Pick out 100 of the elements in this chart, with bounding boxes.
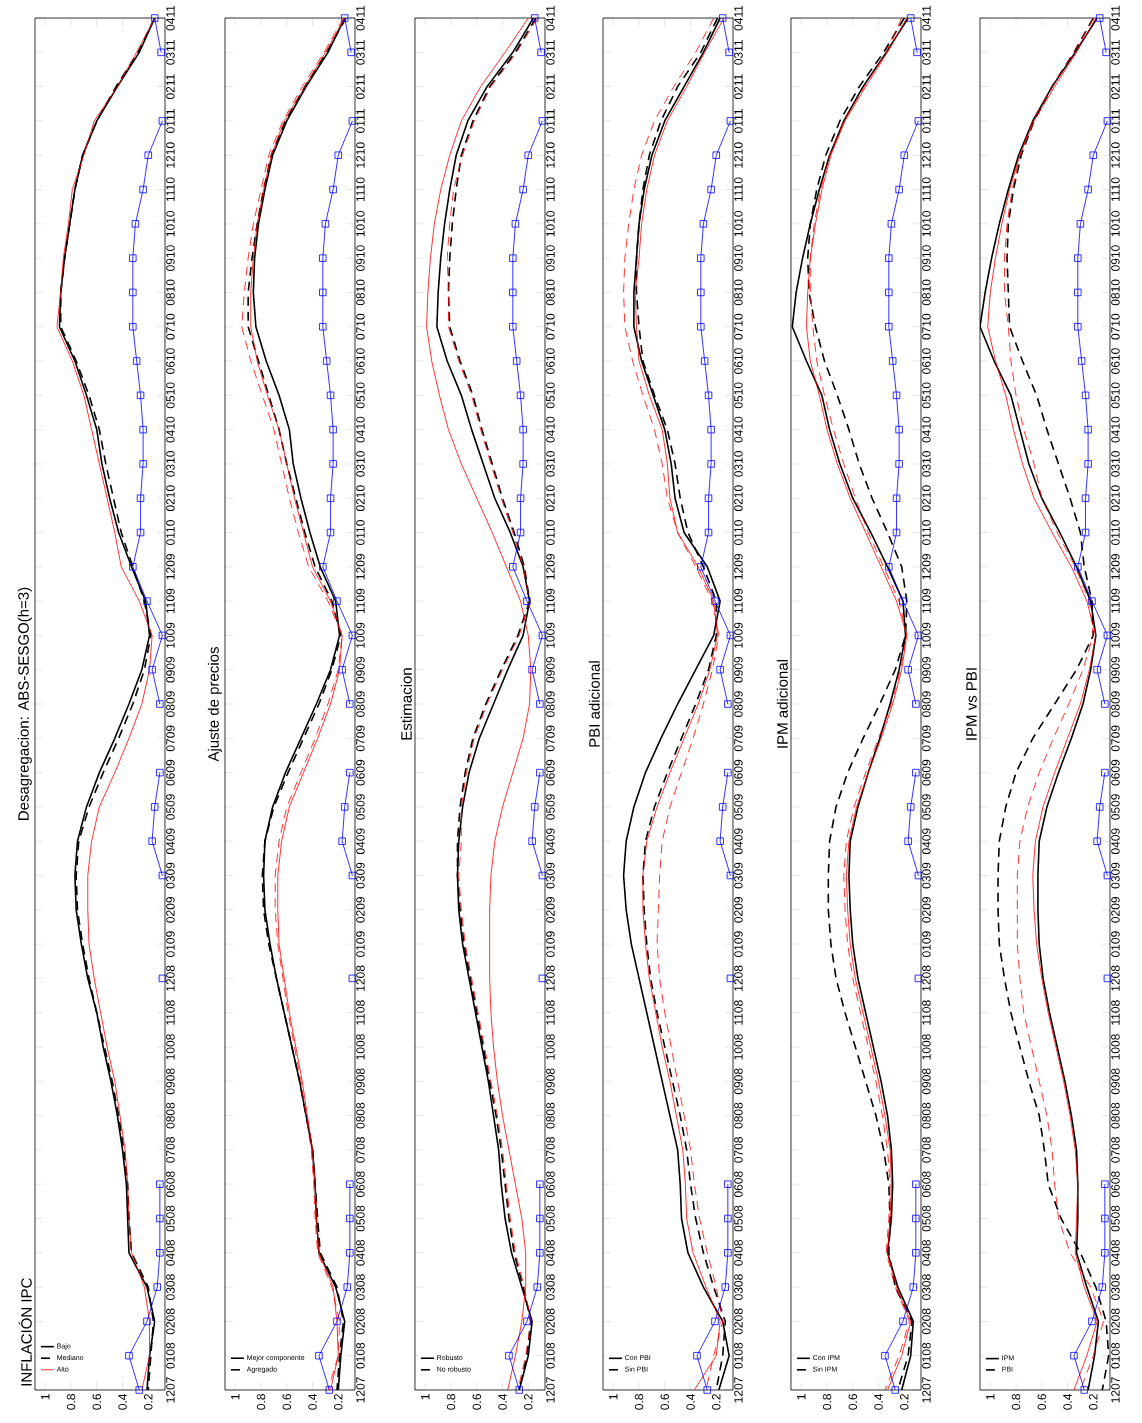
y-tick-label: 1209 — [922, 554, 931, 580]
y-tick-label: 0109 — [166, 931, 175, 957]
y-tick-label: 0810 — [922, 279, 931, 306]
point — [912, 1180, 920, 1188]
y-tick-label: 0808 — [922, 1102, 931, 1129]
x-tick-label: 0.8 — [256, 1394, 266, 1410]
y-tick-label: 0509 — [734, 794, 743, 820]
x-tick-label: 0.2 — [712, 1394, 721, 1410]
point — [129, 563, 137, 571]
point — [536, 768, 544, 777]
y-tick-label: 0910 — [922, 245, 931, 272]
y-tick-label: 0708 — [546, 1137, 555, 1163]
x-tick-label: 1 — [609, 1394, 618, 1400]
y-tick-label: 1010 — [734, 210, 743, 237]
point — [904, 837, 912, 845]
y-tick-label: 0209 — [356, 897, 365, 923]
text: Estimacion — [400, 668, 412, 740]
x-tick-label: 0.6 — [472, 1394, 482, 1410]
x-tick-label: 0.2 — [144, 1394, 153, 1410]
point — [719, 14, 727, 22]
y-tick-label: 1109 — [356, 588, 365, 614]
y-tick-label: 0710 — [734, 313, 743, 340]
point — [153, 1283, 161, 1291]
y-tick-label: 1209 — [546, 554, 555, 580]
point — [1081, 391, 1090, 400]
y-tick-label: 0810 — [356, 279, 365, 306]
y-tick-label: 0509 — [922, 794, 931, 820]
y-tick-label: 0311 — [546, 40, 555, 65]
point — [895, 425, 903, 434]
x-tick-label: 0.8 — [66, 1394, 76, 1410]
point — [131, 220, 140, 228]
y-tick-label: 0609 — [166, 759, 175, 786]
y-tick-label: 1010 — [356, 210, 365, 237]
point — [892, 391, 901, 400]
point — [1080, 1386, 1088, 1394]
y-tick-label: 0408 — [546, 1239, 555, 1266]
y-tick-label: 0309 — [922, 862, 931, 889]
y-tick-label: 0610 — [734, 348, 743, 374]
y-tick-label: 0110 — [356, 520, 365, 545]
y-tick-label: 0409 — [166, 828, 175, 855]
y-tick-label: 0508 — [166, 1205, 175, 1232]
point — [156, 700, 164, 708]
point — [885, 563, 893, 571]
y-tick-label: 0909 — [356, 656, 365, 683]
y-tick-label: 0310 — [922, 451, 931, 477]
point — [346, 768, 354, 777]
x-tick-label: 0.4 — [118, 1393, 127, 1410]
y-tick-label: 0409 — [922, 828, 931, 855]
text: IPM vs PBI — [966, 668, 977, 740]
point — [1101, 768, 1109, 777]
y-tick-label: 0311 — [922, 40, 931, 65]
point — [329, 185, 337, 194]
y-tick-label: 0909 — [166, 656, 175, 683]
y-tick-label: 0410 — [1111, 416, 1120, 443]
point — [1074, 254, 1082, 262]
point — [1077, 357, 1086, 365]
point — [895, 460, 903, 468]
y-tick-label: 1207 — [734, 1377, 743, 1403]
y-tick-label: 1009 — [1111, 622, 1120, 648]
y-tick-label: 0408 — [166, 1239, 175, 1266]
y-tick-label: 0310 — [166, 451, 175, 477]
x-tick-label: 0.6 — [660, 1394, 670, 1410]
point — [322, 357, 331, 365]
y-tick-label: 0209 — [1111, 897, 1120, 923]
point — [1088, 1317, 1096, 1326]
x-tick-label: 1 — [231, 1394, 240, 1400]
point — [1074, 563, 1082, 571]
point — [132, 357, 141, 365]
y-tick-label: 1109 — [922, 588, 931, 614]
y-tick-label: 0410 — [922, 416, 931, 443]
text: PBI adicional — [588, 661, 600, 747]
y-tick-label: 0110 — [546, 520, 555, 545]
point — [700, 357, 709, 365]
y-tick-label: 1110 — [546, 177, 555, 202]
y-tick-label: 1209 — [1111, 554, 1120, 580]
point — [1084, 460, 1092, 468]
point — [523, 597, 531, 605]
point — [516, 391, 525, 400]
point — [699, 220, 708, 228]
point — [531, 803, 539, 811]
point — [338, 837, 346, 845]
y-tick-label: 0409 — [734, 828, 743, 855]
point — [523, 1317, 531, 1326]
y-tick-label: 0908 — [734, 1068, 743, 1095]
point — [129, 288, 137, 297]
point — [346, 1214, 354, 1223]
y-tick-label: 0208 — [922, 1308, 931, 1335]
point — [719, 803, 727, 811]
point — [136, 494, 145, 502]
point — [1074, 288, 1082, 297]
point — [326, 391, 335, 400]
y-tick-label: 0508 — [546, 1205, 555, 1232]
point — [1084, 425, 1092, 434]
y-tick-label: 0109 — [356, 931, 365, 957]
text: INFLACIÓN IPC — [18, 1278, 32, 1386]
y-tick-label: 0210 — [734, 485, 743, 512]
y-tick-label: 1210 — [546, 142, 555, 168]
x-tick-label: 0.4 — [874, 1393, 883, 1410]
point — [329, 425, 337, 434]
y-tick-label: 0308 — [922, 1274, 931, 1300]
